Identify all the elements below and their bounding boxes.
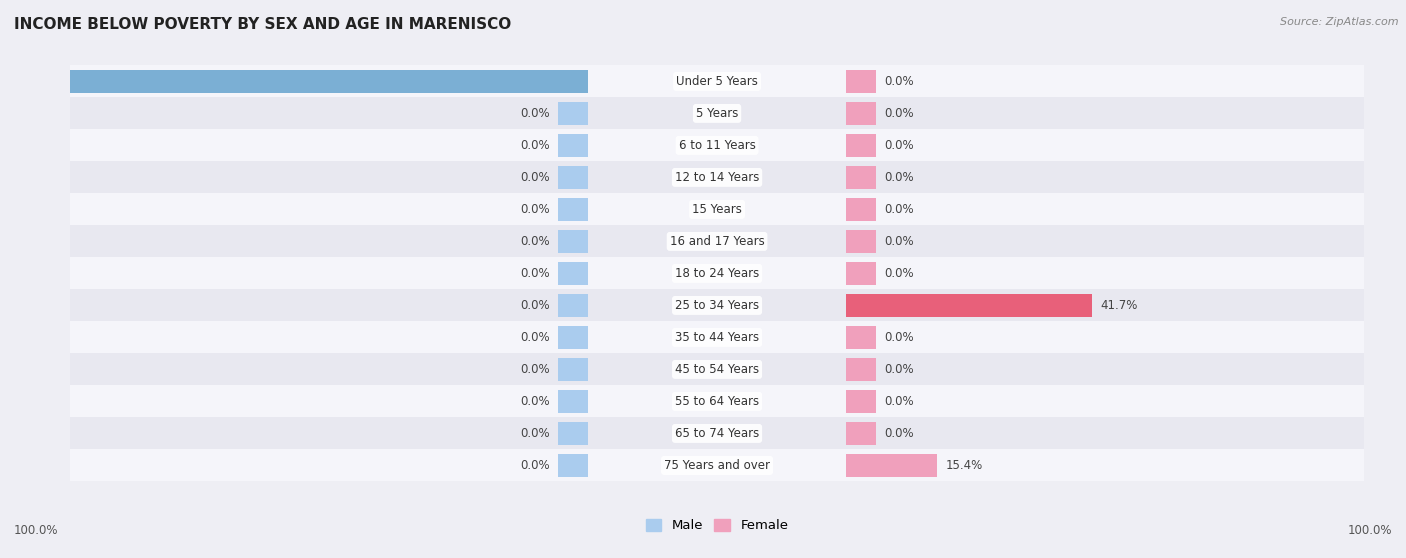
Text: 100.0%: 100.0% [1347, 523, 1392, 537]
Text: 45 to 54 Years: 45 to 54 Years [675, 363, 759, 376]
Text: 0.0%: 0.0% [884, 331, 914, 344]
Bar [70, 321, 1364, 353]
Bar [558, 390, 588, 413]
Bar [846, 230, 876, 253]
Text: 0.0%: 0.0% [520, 267, 550, 280]
Bar [846, 70, 876, 93]
Bar [558, 262, 588, 285]
Text: 0.0%: 0.0% [884, 235, 914, 248]
Text: 25 to 34 Years: 25 to 34 Years [675, 299, 759, 312]
Bar [70, 65, 1364, 98]
Text: 0.0%: 0.0% [520, 331, 550, 344]
Bar [70, 449, 1364, 482]
Bar [558, 422, 588, 445]
Bar [846, 134, 876, 157]
Text: 0.0%: 0.0% [520, 427, 550, 440]
Bar [846, 262, 876, 285]
Bar [846, 390, 876, 413]
Bar [70, 417, 1364, 449]
Text: 18 to 24 Years: 18 to 24 Years [675, 267, 759, 280]
Text: 100.0%: 100.0% [14, 523, 59, 537]
Text: 41.7%: 41.7% [1101, 299, 1137, 312]
Bar [558, 230, 588, 253]
Text: 0.0%: 0.0% [520, 203, 550, 216]
Bar [70, 290, 1364, 321]
Text: 0.0%: 0.0% [884, 75, 914, 88]
Text: 0.0%: 0.0% [520, 459, 550, 472]
Text: 0.0%: 0.0% [520, 139, 550, 152]
Bar [846, 454, 936, 477]
Bar [846, 422, 876, 445]
Text: 35 to 44 Years: 35 to 44 Years [675, 331, 759, 344]
Bar [558, 454, 588, 477]
Bar [558, 294, 588, 317]
Bar [70, 257, 1364, 290]
Bar [846, 294, 1091, 317]
Bar [846, 326, 876, 349]
Text: 6 to 11 Years: 6 to 11 Years [679, 139, 755, 152]
Legend: Male, Female: Male, Female [645, 519, 789, 532]
Bar [0, 70, 588, 93]
Text: 0.0%: 0.0% [884, 203, 914, 216]
Bar [70, 98, 1364, 129]
Text: 0.0%: 0.0% [520, 395, 550, 408]
Bar [70, 161, 1364, 194]
Bar [846, 166, 876, 189]
Bar [846, 198, 876, 221]
Bar [558, 166, 588, 189]
Text: 0.0%: 0.0% [884, 395, 914, 408]
Bar [70, 225, 1364, 257]
Bar [846, 102, 876, 125]
Bar [558, 102, 588, 125]
Text: 0.0%: 0.0% [884, 171, 914, 184]
Text: 0.0%: 0.0% [884, 107, 914, 120]
Text: Source: ZipAtlas.com: Source: ZipAtlas.com [1281, 17, 1399, 27]
Text: 16 and 17 Years: 16 and 17 Years [669, 235, 765, 248]
Bar [558, 358, 588, 381]
Text: 0.0%: 0.0% [520, 107, 550, 120]
Text: INCOME BELOW POVERTY BY SEX AND AGE IN MARENISCO: INCOME BELOW POVERTY BY SEX AND AGE IN M… [14, 17, 512, 32]
Text: 0.0%: 0.0% [884, 427, 914, 440]
Bar [558, 198, 588, 221]
Text: 0.0%: 0.0% [520, 299, 550, 312]
Text: 75 Years and over: 75 Years and over [664, 459, 770, 472]
Text: 65 to 74 Years: 65 to 74 Years [675, 427, 759, 440]
Text: 55 to 64 Years: 55 to 64 Years [675, 395, 759, 408]
Text: 12 to 14 Years: 12 to 14 Years [675, 171, 759, 184]
Text: 15.4%: 15.4% [946, 459, 983, 472]
Bar [70, 194, 1364, 225]
Bar [70, 386, 1364, 417]
Text: 0.0%: 0.0% [520, 235, 550, 248]
Text: Under 5 Years: Under 5 Years [676, 75, 758, 88]
Bar [846, 358, 876, 381]
Text: 0.0%: 0.0% [520, 171, 550, 184]
Text: 0.0%: 0.0% [520, 363, 550, 376]
Bar [70, 129, 1364, 161]
Text: 0.0%: 0.0% [884, 139, 914, 152]
Text: 0.0%: 0.0% [884, 267, 914, 280]
Bar [70, 353, 1364, 386]
Bar [558, 134, 588, 157]
Text: 15 Years: 15 Years [692, 203, 742, 216]
Bar [558, 326, 588, 349]
Text: 5 Years: 5 Years [696, 107, 738, 120]
Text: 0.0%: 0.0% [884, 363, 914, 376]
